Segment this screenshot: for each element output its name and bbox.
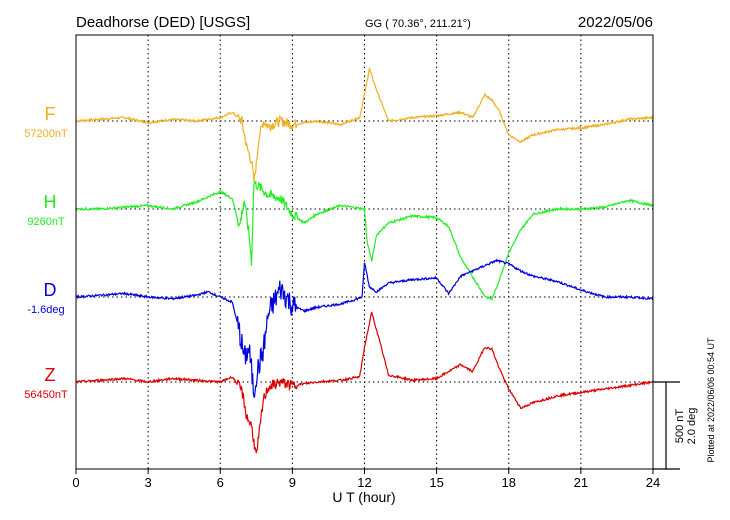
x-tick-label: 12 [357, 475, 371, 490]
series-group [75, 66, 654, 454]
series-baseline-z: 56450nT [24, 389, 68, 401]
series-line-z [75, 311, 654, 454]
scale-bar-deg-label: 2.0 deg [686, 408, 698, 445]
x-tick-label: 3 [145, 475, 152, 490]
series-baseline-f: 57200nT [24, 128, 68, 140]
x-tick-label: 0 [72, 475, 79, 490]
series-name-d: D [44, 280, 57, 300]
series-line-f [75, 66, 654, 183]
series-baseline-d: -1.6deg [27, 304, 64, 316]
grid-lines [76, 35, 653, 469]
scale-bar-nt-label: 500 nT [674, 409, 686, 444]
station-title: Deadhorse (DED) [USGS] [76, 14, 250, 31]
x-tick-label: 21 [574, 475, 588, 490]
series-name-z: Z [45, 365, 56, 385]
series-labels: F 57200nT H 9260nT D -1.6deg Z 56450nT [24, 104, 68, 401]
series-line-h [75, 180, 654, 301]
series-name-h: H [44, 192, 57, 212]
series-line-d [75, 258, 654, 398]
x-tick-label: 15 [429, 475, 443, 490]
scale-bar: 500 nT 2.0 deg [653, 381, 698, 470]
plotted-at-note: Plotted at 2022/06/06 00:54 UT [706, 337, 716, 463]
x-tick-label: 18 [502, 475, 516, 490]
x-axis-ticks: 0 3 6 9 12 15 18 21 24 [72, 469, 660, 490]
x-tick-label: 6 [217, 475, 224, 490]
x-tick-label: 9 [289, 475, 296, 490]
x-tick-label: 24 [646, 475, 660, 490]
series-baseline-h: 9260nT [27, 216, 65, 228]
date-label: 2022/05/06 [578, 14, 653, 31]
station-coordinates: GG ( 70.36°, 211.21°) [365, 18, 471, 30]
series-name-f: F [45, 104, 56, 124]
x-axis-label: U T (hour) [332, 489, 395, 505]
